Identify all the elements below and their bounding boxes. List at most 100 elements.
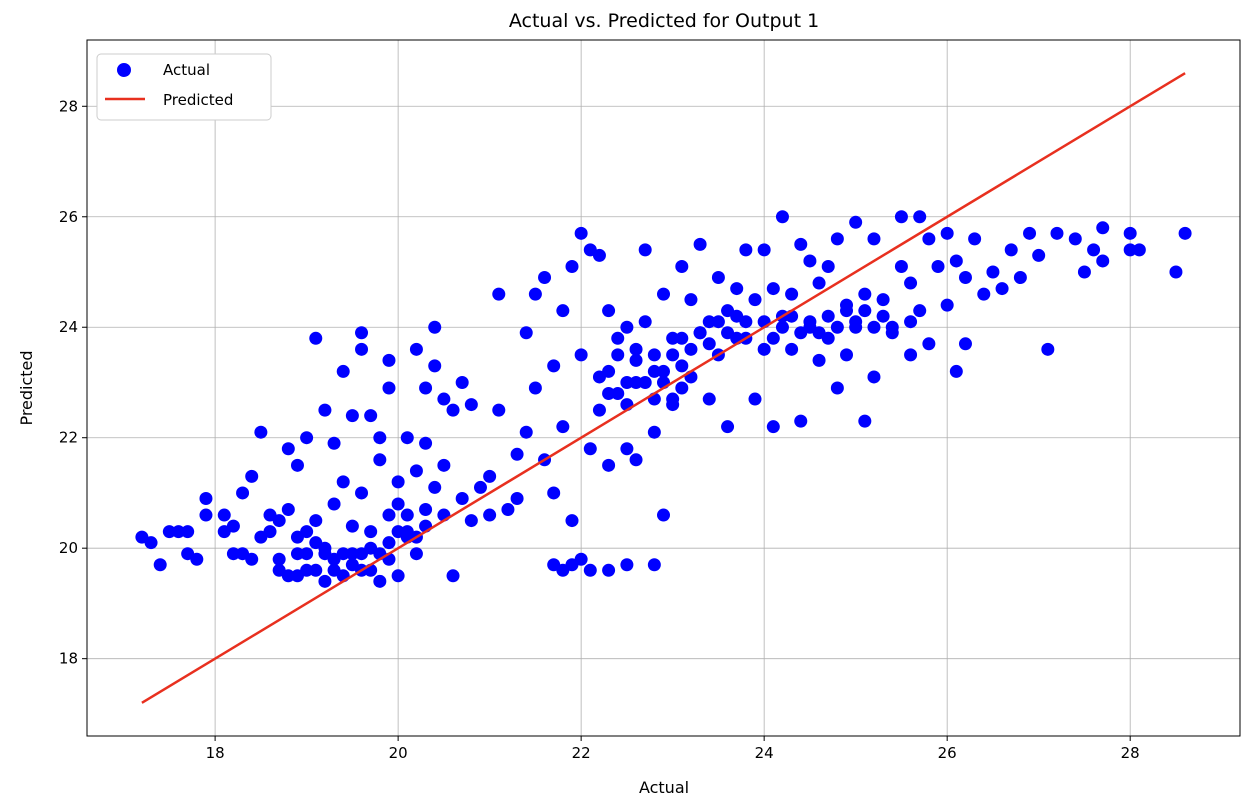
data-point [602,458,616,472]
data-point [885,326,899,340]
data-point [675,259,689,273]
data-point [647,425,661,439]
data-point [1178,226,1192,240]
predicted-line [141,72,1186,704]
data-point [199,491,213,505]
data-point [547,558,561,572]
data-point [327,436,341,450]
data-point [757,243,771,257]
data-point [940,226,954,240]
x-tick-label: 18 [206,744,225,762]
data-point [602,387,616,401]
data-point [775,320,789,334]
data-point [748,293,762,307]
y-tick-label: 26 [59,208,78,226]
data-point [300,563,314,577]
data-point [730,309,744,323]
data-point [1013,271,1027,285]
data-point [281,503,295,517]
legend-label-predicted: Predicted [163,91,233,109]
data-point [327,563,341,577]
data-point [711,271,725,285]
data-point [629,453,643,467]
data-point [382,536,396,550]
data-point [437,392,451,406]
data-point [657,287,670,301]
data-point [794,326,808,340]
data-point [620,320,634,334]
data-point [757,342,771,356]
data-point [968,232,982,246]
gridlines [87,40,1240,736]
data-point [172,525,186,539]
data-point [245,552,259,566]
data-point [904,348,918,362]
data-point [629,375,643,389]
data-point [675,331,689,345]
data-point [1004,243,1018,257]
data-point [528,287,542,301]
data-point [1169,265,1183,279]
data-point [794,414,808,428]
data-point [721,420,735,434]
data-point [226,519,240,533]
data-point [1087,243,1101,257]
data-point [382,381,396,395]
data-point [1096,221,1110,235]
data-point [620,558,634,572]
data-point [391,497,405,511]
data-point [309,331,323,345]
data-point [373,431,387,445]
data-point [620,375,634,389]
data-point [1123,243,1137,257]
data-point [153,558,167,572]
data-point [812,276,826,290]
data-point [199,508,213,522]
data-point [355,342,369,356]
plot-frame [86,39,1241,737]
data-point [666,348,680,362]
data-point [785,287,799,301]
data-point [803,315,817,329]
data-point [236,486,250,500]
data-point [702,337,716,351]
data-point [812,326,826,340]
data-point [1041,342,1055,356]
data-point [300,431,314,445]
data-point [647,348,661,362]
data-point [455,375,469,389]
data-point [290,458,304,472]
data-point [583,563,597,577]
data-point [803,254,817,268]
data-point [647,364,661,378]
data-point [309,563,323,577]
data-point [391,569,405,583]
data-point [840,348,854,362]
data-point [565,514,579,528]
data-point [336,547,350,561]
data-point [876,293,890,307]
y-tick-label: 18 [59,650,78,668]
data-point [611,331,625,345]
data-point [821,309,835,323]
data-point [464,398,478,412]
data-point [748,392,762,406]
data-point [675,359,689,373]
data-point [1068,232,1082,246]
data-point [409,547,423,561]
data-point [849,215,863,229]
data-point [1123,226,1137,240]
data-point [336,475,350,489]
y-axis-ticks: 18 20 22 24 26 28 [59,97,87,668]
data-point [345,519,359,533]
data-point [611,387,625,401]
data-point [693,237,707,251]
data-point [702,392,716,406]
data-point [913,304,927,318]
data-point [840,304,854,318]
data-point [345,547,359,561]
data-point [638,375,652,389]
data-point [922,232,936,246]
data-point [318,403,332,417]
data-point [711,315,725,329]
